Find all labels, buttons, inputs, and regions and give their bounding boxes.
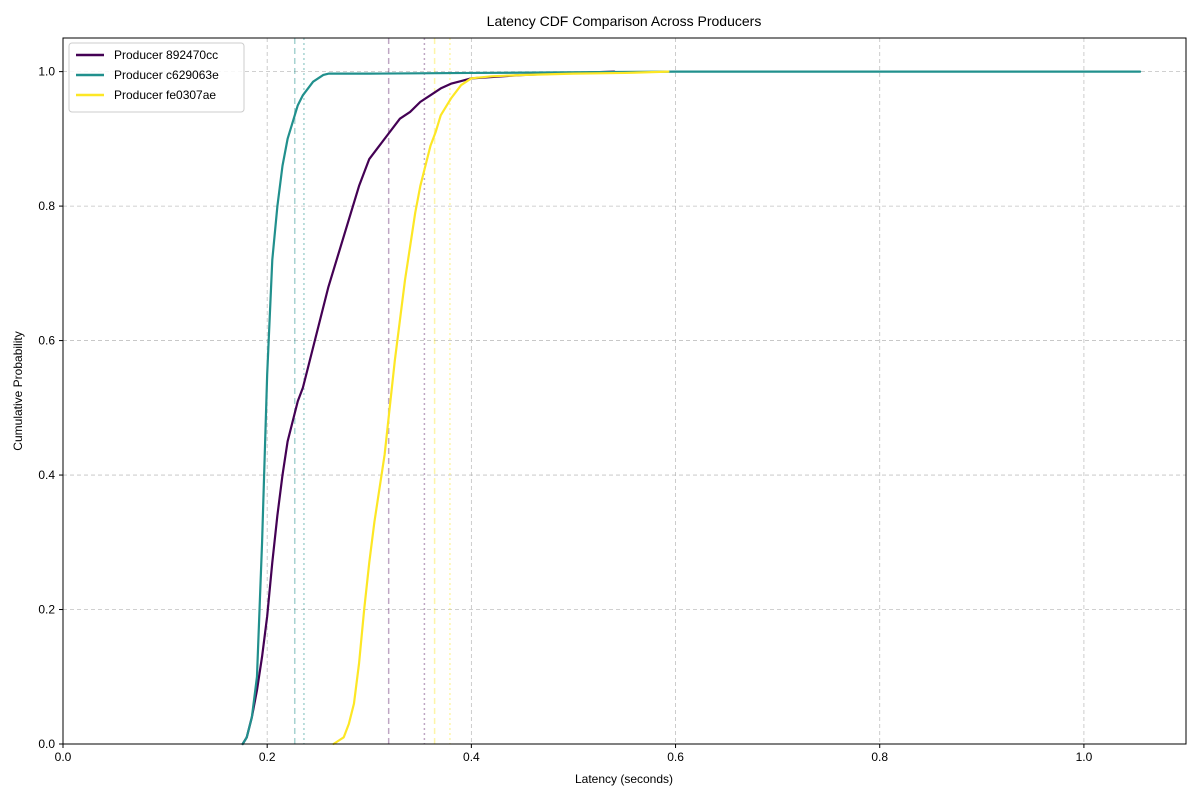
legend-entry: Producer c629063e [114,68,219,82]
legend-box [68,42,245,113]
x-tick-label: 0.8 [871,750,888,764]
y-tick-label: 1.0 [38,65,55,79]
legend: Producer 892470cc Producer c629063e Produc… [68,42,245,113]
x-tick-label: 0.0 [55,750,72,764]
series-lines [241,70,1142,746]
x-axis-label: Latency (seconds) [575,772,673,786]
x-axis-ticks: 0.0 0.2 0.4 0.6 0.8 1.0 [55,744,1093,764]
legend-entry: Producer 892470cc [114,48,218,62]
y-tick-label: 0.6 [38,334,55,348]
reference-lines [293,38,451,744]
x-tick-label: 1.0 [1076,750,1093,764]
x-tick-label: 0.4 [463,750,480,764]
legend-entry: Producer fe0307ae [114,88,216,102]
series-line-3 [332,70,670,746]
y-axis-ticks: 0.0 0.2 0.4 0.6 0.8 1.0 [38,65,63,751]
y-tick-label: 0.4 [38,468,55,482]
x-tick-label: 0.6 [667,750,684,764]
series-line-2 [241,70,1142,746]
series-line-1 [241,70,616,746]
plot-frame [62,37,1187,745]
y-tick-label: 0.2 [38,603,55,617]
y-tick-label: 0.8 [38,199,55,213]
chart-title: Latency CDF Comparison Across Producers [487,13,762,29]
y-axis-label: Cumulative Probability [11,331,25,450]
x-tick-label: 0.2 [259,750,276,764]
y-tick-label: 0.0 [38,737,55,751]
